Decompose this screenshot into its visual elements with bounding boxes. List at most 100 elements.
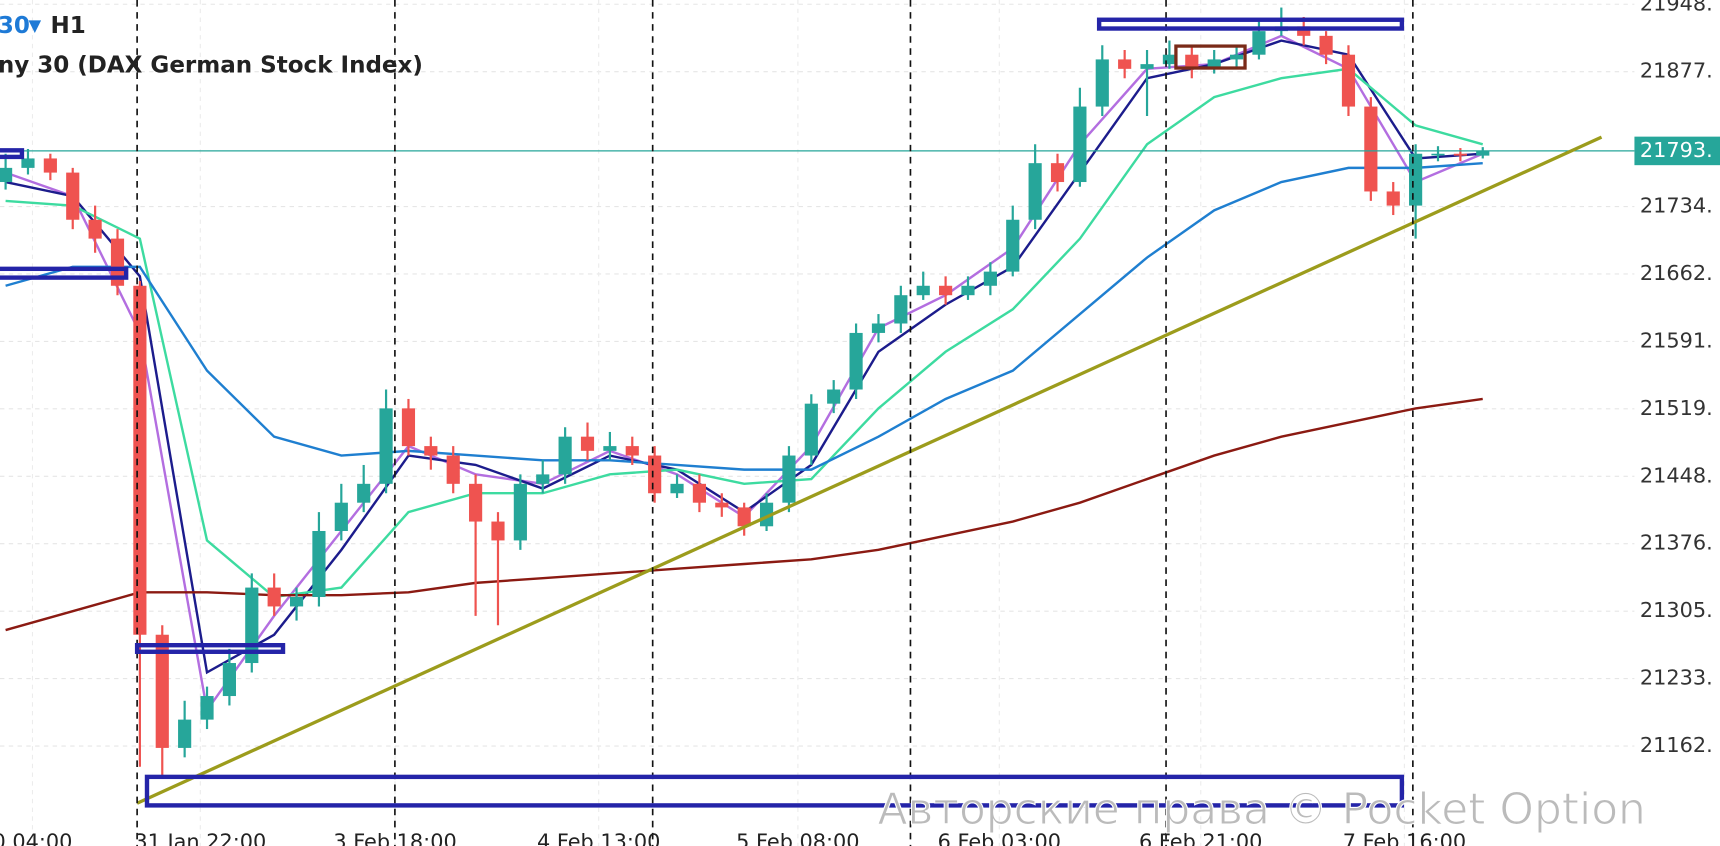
candle-body <box>155 634 169 748</box>
price-axis <box>1634 0 1720 846</box>
candle-body <box>357 483 371 503</box>
y-tick-label: 21877. <box>1640 59 1713 83</box>
candle-body <box>849 332 863 390</box>
symbol: 30 <box>0 13 30 39</box>
y-tick-label: 21948. <box>1640 0 1713 15</box>
candle-body <box>1409 153 1423 206</box>
candle-body <box>1140 64 1154 69</box>
moving-average <box>5 34 1484 714</box>
candle-body <box>827 389 841 404</box>
candle-body <box>133 285 147 635</box>
last-price-label: 21793. <box>1640 138 1713 162</box>
moving-average <box>5 161 1483 471</box>
watermark: Авторские права © Pocket Option <box>878 784 1646 835</box>
candle-body <box>894 295 908 324</box>
candle-body <box>334 502 348 531</box>
x-tick-label: 7 Feb 16:00 <box>1343 830 1466 846</box>
dropdown-arrow[interactable]: ▼ <box>29 16 42 35</box>
candle-body <box>1364 106 1378 192</box>
candle-body <box>871 323 886 333</box>
y-tick-label: 21233. <box>1640 666 1713 690</box>
zone-box <box>1174 44 1247 70</box>
candle-body <box>1207 59 1221 69</box>
candle-body <box>939 285 953 296</box>
candle-body <box>916 285 930 296</box>
candle-body <box>491 521 505 541</box>
y-tick-label: 21734. <box>1640 194 1713 218</box>
candle-body <box>759 502 774 527</box>
candle-body <box>603 446 617 451</box>
y-tick-label: 21519. <box>1640 396 1713 420</box>
candle-body <box>1229 54 1244 60</box>
candle-body <box>692 483 706 503</box>
candle-body <box>1297 26 1311 36</box>
candle-body <box>401 408 416 447</box>
candle-body <box>513 483 527 541</box>
candle-body <box>804 403 818 456</box>
candle-body <box>737 507 751 527</box>
candle-body <box>222 663 236 697</box>
candle-body <box>558 436 572 475</box>
zone-box <box>0 266 129 280</box>
candle-body <box>446 455 460 484</box>
zone-box <box>1096 17 1405 31</box>
candle-body <box>267 587 281 607</box>
candle-body <box>21 158 35 168</box>
candle-body <box>1386 191 1400 206</box>
trend-line <box>136 135 1603 805</box>
marks <box>0 7 1635 777</box>
candle-body <box>1453 153 1467 156</box>
zone-box <box>0 148 25 160</box>
candle-body <box>469 483 483 522</box>
candle-body <box>178 719 192 748</box>
x-tick-label: 31 Jan 22:00 <box>134 830 266 846</box>
moving-average <box>5 39 1483 675</box>
candle-body <box>1050 163 1065 183</box>
candle-body <box>536 474 550 484</box>
candle-body <box>1073 106 1087 183</box>
candle-body <box>983 271 997 286</box>
candle-body <box>961 285 975 296</box>
instrument: ny 30 (DAX German Stock Index) <box>0 52 423 78</box>
candle-body <box>1118 59 1132 69</box>
candle-body <box>1431 153 1445 156</box>
candle-body <box>312 530 326 598</box>
candle-body <box>648 455 662 494</box>
candle-body <box>0 167 13 183</box>
zone-box <box>134 643 286 654</box>
x-tick-label: 4 Feb 13:00 <box>537 830 660 846</box>
candle-body <box>1341 54 1356 107</box>
x-tick-label: 6 Feb 03:00 <box>938 830 1061 846</box>
candle-body <box>110 238 125 286</box>
candle-body <box>782 455 796 503</box>
zone-box <box>144 774 1405 808</box>
candle-body <box>1185 54 1199 69</box>
candle-body <box>1028 163 1042 220</box>
x-tick-label: 6 Feb 21:00 <box>1139 830 1262 846</box>
candle-body <box>66 172 80 220</box>
x-tick-label: 5 Feb 08:00 <box>736 830 859 846</box>
y-tick-label: 21591. <box>1640 328 1713 352</box>
candle-body <box>1006 219 1020 272</box>
candle-body <box>580 436 595 451</box>
candle-body <box>1095 59 1109 107</box>
x-tick-label: 3 Feb 18:00 <box>333 830 456 846</box>
y-tick-label: 21162. <box>1640 733 1713 757</box>
y-tick-label: 21305. <box>1640 598 1713 622</box>
y-tick-label: 21662. <box>1640 261 1713 285</box>
candle-body <box>1319 35 1333 55</box>
candle-body <box>289 597 304 607</box>
candle-body <box>200 696 214 720</box>
candle-body <box>715 502 729 508</box>
candle-body <box>1252 31 1266 55</box>
x-tick-label: 0 04:00 <box>0 830 72 846</box>
timeframe[interactable]: H1 <box>50 13 85 39</box>
candle-body <box>43 158 57 173</box>
candle-body <box>1476 150 1490 156</box>
drawings <box>0 0 1603 846</box>
y-tick-label: 21376. <box>1640 531 1713 555</box>
candle-body <box>1162 54 1177 65</box>
